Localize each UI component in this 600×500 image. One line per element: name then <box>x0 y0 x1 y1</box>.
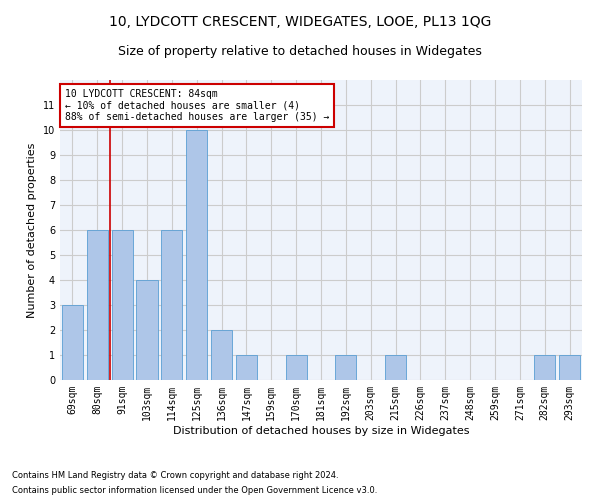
Bar <box>161 230 182 380</box>
Bar <box>385 355 406 380</box>
Bar <box>186 130 207 380</box>
X-axis label: Distribution of detached houses by size in Widegates: Distribution of detached houses by size … <box>173 426 469 436</box>
Text: Contains public sector information licensed under the Open Government Licence v3: Contains public sector information licen… <box>12 486 377 495</box>
Bar <box>559 355 580 380</box>
Bar <box>112 230 133 380</box>
Bar <box>534 355 555 380</box>
Bar <box>136 280 158 380</box>
Bar <box>286 355 307 380</box>
Bar <box>62 305 83 380</box>
Bar <box>211 330 232 380</box>
Bar <box>335 355 356 380</box>
Y-axis label: Number of detached properties: Number of detached properties <box>28 142 37 318</box>
Text: 10 LYDCOTT CRESCENT: 84sqm
← 10% of detached houses are smaller (4)
88% of semi-: 10 LYDCOTT CRESCENT: 84sqm ← 10% of deta… <box>65 89 329 122</box>
Text: 10, LYDCOTT CRESCENT, WIDEGATES, LOOE, PL13 1QG: 10, LYDCOTT CRESCENT, WIDEGATES, LOOE, P… <box>109 15 491 29</box>
Text: Size of property relative to detached houses in Widegates: Size of property relative to detached ho… <box>118 45 482 58</box>
Bar <box>87 230 108 380</box>
Text: Contains HM Land Registry data © Crown copyright and database right 2024.: Contains HM Land Registry data © Crown c… <box>12 471 338 480</box>
Bar <box>236 355 257 380</box>
